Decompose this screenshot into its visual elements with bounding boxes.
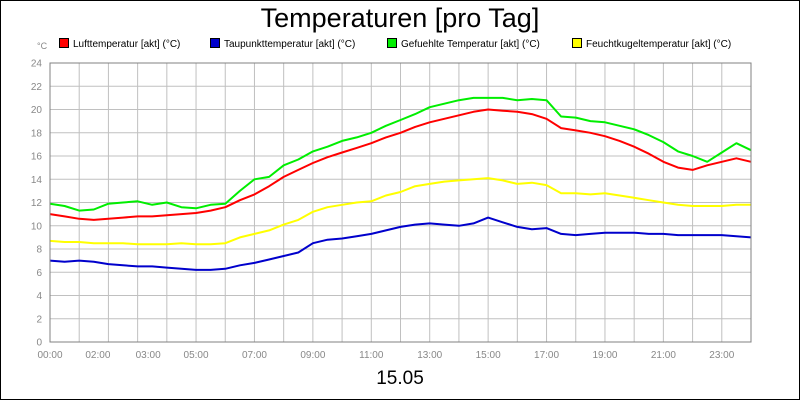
x-tick-label: 19:00 (592, 350, 617, 361)
y-tick-label: 4 (36, 291, 42, 302)
y-tick-label: 2 (36, 314, 42, 325)
legend-item-feuchtkugeltemperatur: Feuchtkugeltemperatur [akt] (°C) (572, 38, 731, 52)
y-tick-label: 6 (36, 268, 42, 279)
x-tick-label: 17:00 (534, 350, 559, 361)
x-tick-label: 21:00 (651, 350, 676, 361)
legend-item-taupunkttemperatur: Taupunkttemperatur [akt] (°C) (210, 38, 355, 52)
plot-border (49, 62, 752, 343)
legend-swatch-green (387, 38, 397, 48)
series-line-2 (49, 96, 752, 212)
legend-swatch-yellow (572, 38, 582, 48)
legend-item-gefuehlte-temperatur: Gefuehlte Temperatur [akt] (°C) (387, 38, 540, 52)
y-tick-label: 12 (31, 198, 43, 209)
legend-label: Taupunkttemperatur [akt] (°C) (224, 39, 356, 50)
y-tick-label: 10 (31, 221, 43, 232)
legend: Lufttemperatur [akt] (°C) Taupunkttemper… (0, 38, 800, 52)
legend-swatch-red (59, 38, 69, 48)
y-tick-label: 24 (31, 59, 43, 70)
y-tick-label: 18 (31, 128, 43, 139)
date-label: 15.05 (376, 368, 424, 389)
y-axis-unit: °C (37, 41, 48, 51)
x-tick-label: 05:00 (184, 350, 209, 361)
x-tick-label: 11:00 (359, 350, 384, 361)
x-tick-label: 09:00 (300, 350, 325, 361)
x-tick-label: 07:00 (242, 350, 267, 361)
x-tick-label: 13:00 (417, 350, 442, 361)
series-line-3 (49, 177, 751, 246)
series-line-1 (49, 216, 752, 271)
y-tick-label: 8 (36, 245, 42, 256)
y-tick-label: 20 (31, 105, 43, 116)
legend-label: Gefuehlte Temperatur [akt] (°C) (401, 39, 540, 50)
x-axis-ticks: 00:00 02:00 03:00 05:00 07:00 09:00 11:00 13:00… (37, 350, 734, 361)
legend-label: Feuchtkugeltemperatur [akt] (°C) (586, 39, 732, 50)
legend-item-lufttemperatur: Lufttemperatur [akt] (°C) (59, 38, 180, 52)
y-tick-label: 0 (36, 338, 42, 349)
legend-label: Lufttemperatur [akt] (°C) (73, 39, 181, 50)
y-tick-label: 22 (31, 82, 43, 93)
series-lines (49, 96, 752, 271)
x-tick-label: 00:00 (37, 350, 62, 361)
x-tick-label: 23:00 (709, 350, 734, 361)
x-tick-label: 03:00 (136, 350, 161, 361)
series-line-0 (49, 108, 752, 221)
chart-title: Temperaturen [pro Tag] (260, 3, 540, 33)
y-tick-label: 16 (31, 152, 43, 163)
grid (49, 62, 752, 343)
legend-swatch-blue (210, 38, 220, 48)
y-tick-label: 14 (31, 175, 43, 186)
x-tick-label: 02:00 (85, 350, 110, 361)
x-tick-label: 15:00 (476, 350, 501, 361)
